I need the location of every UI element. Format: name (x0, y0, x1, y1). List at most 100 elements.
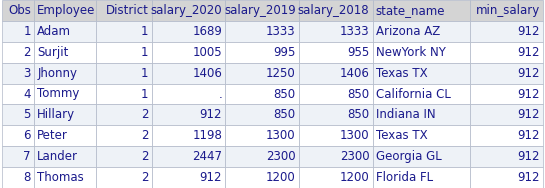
Bar (470, 125, 543, 146)
Bar (373, 146, 470, 167)
Text: 912: 912 (518, 171, 540, 184)
Bar (373, 63, 470, 83)
Bar (96, 167, 152, 188)
Bar (226, 105, 299, 125)
Text: 912: 912 (518, 25, 540, 38)
Bar (34, 146, 96, 167)
Bar (226, 21, 299, 42)
Bar (152, 105, 226, 125)
Text: Jhonny: Jhonny (37, 67, 77, 80)
Bar (96, 0, 152, 21)
Bar (226, 0, 299, 21)
Text: 1333: 1333 (340, 25, 370, 38)
Text: 912: 912 (518, 129, 540, 142)
Text: 1: 1 (23, 25, 31, 38)
Text: NewYork NY: NewYork NY (376, 46, 446, 59)
Text: 1: 1 (141, 46, 149, 59)
Bar (152, 63, 226, 83)
Bar (470, 105, 543, 125)
Bar (226, 83, 299, 105)
Bar (34, 0, 96, 21)
Text: 850: 850 (347, 108, 370, 121)
Text: 6: 6 (23, 129, 31, 142)
Bar (299, 63, 373, 83)
Text: Hillary: Hillary (37, 108, 75, 121)
Text: state_name: state_name (376, 4, 445, 17)
Text: Arizona AZ: Arizona AZ (376, 25, 440, 38)
Bar (373, 125, 470, 146)
Text: 1250: 1250 (266, 67, 296, 80)
Bar (470, 146, 543, 167)
Text: 1005: 1005 (192, 46, 222, 59)
Bar (34, 105, 96, 125)
Text: 1198: 1198 (192, 129, 222, 142)
Text: 5: 5 (23, 108, 31, 121)
Text: Texas TX: Texas TX (376, 129, 427, 142)
Text: 850: 850 (274, 108, 296, 121)
Text: salary_2019: salary_2019 (224, 4, 296, 17)
Text: Thomas: Thomas (37, 171, 84, 184)
Text: 2300: 2300 (340, 150, 370, 163)
Bar (226, 167, 299, 188)
Text: .: . (219, 87, 222, 101)
Text: min_salary: min_salary (476, 4, 540, 17)
Bar (152, 125, 226, 146)
Text: Florida FL: Florida FL (376, 171, 433, 184)
Bar (299, 83, 373, 105)
Text: 2447: 2447 (192, 150, 222, 163)
Text: District: District (106, 4, 149, 17)
Bar (152, 0, 226, 21)
Text: 1: 1 (141, 67, 149, 80)
Bar (96, 21, 152, 42)
Text: 850: 850 (274, 87, 296, 101)
Text: 955: 955 (347, 46, 370, 59)
Text: 1: 1 (141, 87, 149, 101)
Text: Adam: Adam (37, 25, 71, 38)
Text: 8: 8 (23, 171, 31, 184)
Text: Obs: Obs (8, 4, 31, 17)
Text: salary_2020: salary_2020 (150, 4, 222, 17)
Bar (470, 83, 543, 105)
Text: Surjit: Surjit (37, 46, 69, 59)
Bar (226, 125, 299, 146)
Bar (299, 146, 373, 167)
Text: 1: 1 (141, 25, 149, 38)
Text: Peter: Peter (37, 129, 68, 142)
Text: 1200: 1200 (266, 171, 296, 184)
Bar (96, 83, 152, 105)
Bar (470, 42, 543, 63)
Text: 3: 3 (23, 67, 31, 80)
Bar (299, 125, 373, 146)
Bar (299, 42, 373, 63)
Text: 1689: 1689 (192, 25, 222, 38)
Bar (226, 63, 299, 83)
Text: 912: 912 (199, 108, 222, 121)
Bar (226, 42, 299, 63)
Bar (96, 146, 152, 167)
Text: 2300: 2300 (266, 150, 296, 163)
Text: 7: 7 (23, 150, 31, 163)
Bar (373, 0, 470, 21)
Text: Tommy: Tommy (37, 87, 80, 101)
Text: 1406: 1406 (340, 67, 370, 80)
Bar (96, 125, 152, 146)
Bar (470, 167, 543, 188)
Text: Georgia GL: Georgia GL (376, 150, 441, 163)
Bar (299, 0, 373, 21)
Bar (96, 105, 152, 125)
Text: Texas TX: Texas TX (376, 67, 427, 80)
Text: 1333: 1333 (266, 25, 296, 38)
Bar (2, 83, 34, 105)
Text: 2: 2 (141, 150, 149, 163)
Bar (470, 21, 543, 42)
Bar (299, 21, 373, 42)
Bar (2, 63, 34, 83)
Bar (2, 105, 34, 125)
Bar (152, 21, 226, 42)
Text: 2: 2 (141, 129, 149, 142)
Bar (299, 167, 373, 188)
Bar (373, 42, 470, 63)
Bar (34, 167, 96, 188)
Bar (34, 125, 96, 146)
Text: 912: 912 (518, 150, 540, 163)
